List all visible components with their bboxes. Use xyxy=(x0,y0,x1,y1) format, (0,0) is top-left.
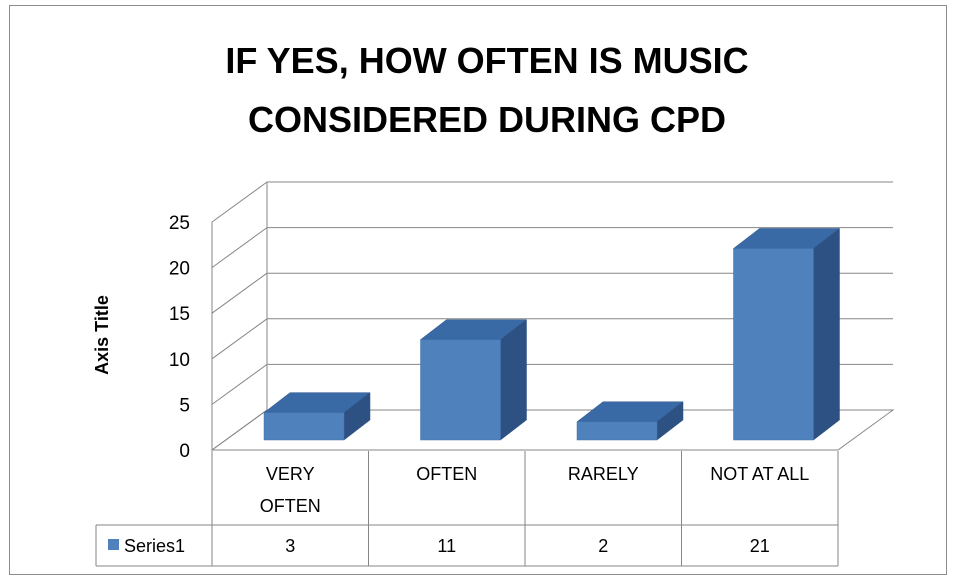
category-label: OFTEN xyxy=(260,496,321,516)
bar xyxy=(576,421,658,441)
gridline-side xyxy=(211,318,268,360)
gridline-side xyxy=(211,363,268,405)
category-label: VERY xyxy=(266,464,315,484)
y-tick-label: 15 xyxy=(169,304,190,325)
gridline-side xyxy=(211,272,268,314)
table-value: 11 xyxy=(437,536,456,556)
table-value: 21 xyxy=(750,536,770,556)
y-tick-label: 0 xyxy=(179,441,190,462)
category-label: OFTEN xyxy=(416,464,477,484)
gridline-side xyxy=(211,181,268,223)
chart-floor xyxy=(210,409,895,451)
category-label: RARELY xyxy=(568,464,639,484)
y-tick-label: 5 xyxy=(179,395,190,416)
y-tick-label: 25 xyxy=(169,213,190,234)
chart-title-line-1: IF YES, HOW OFTEN IS MUSIC xyxy=(225,40,748,81)
table-value: 2 xyxy=(598,536,608,556)
y-tick-label: 10 xyxy=(169,350,190,371)
y-tick-label: 20 xyxy=(169,259,190,280)
bar-side xyxy=(500,319,527,441)
series-name: Series1 xyxy=(124,536,185,556)
bar xyxy=(263,412,345,441)
category-label: NOT AT ALL xyxy=(710,464,809,484)
table-value: 3 xyxy=(285,536,295,556)
bar-side xyxy=(813,227,840,441)
bar xyxy=(733,248,814,441)
y-axis-title: Axis Title xyxy=(92,295,112,375)
bar xyxy=(420,339,501,441)
legend-key xyxy=(108,539,119,550)
gridline-side xyxy=(211,227,268,269)
chart-title-line-2: CONSIDERED DURING CPD xyxy=(248,99,726,140)
